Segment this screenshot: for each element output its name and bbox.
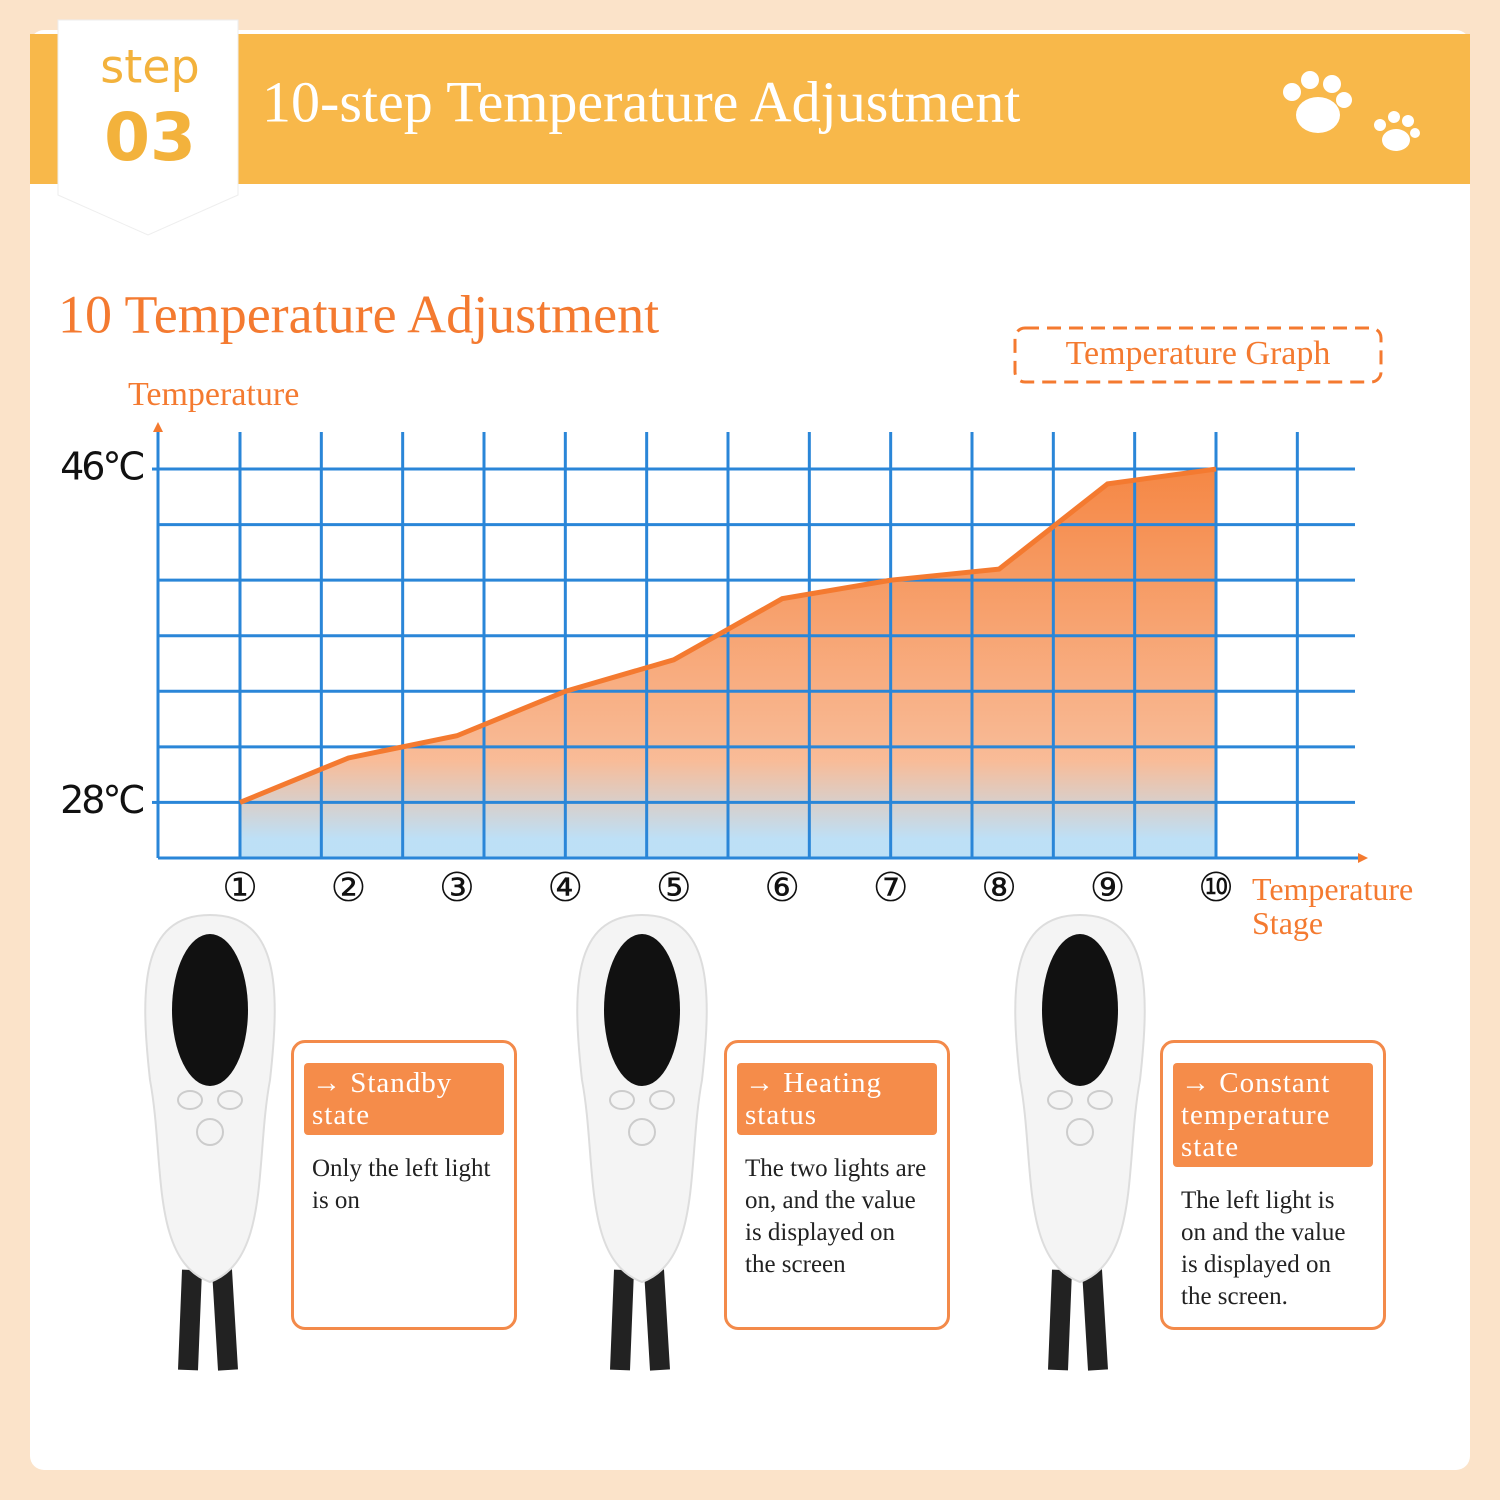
device-cable	[178, 1269, 238, 1371]
device-screen	[604, 934, 680, 1086]
x-tick-label: ⑩	[1198, 865, 1234, 911]
axis-arrow	[1358, 853, 1368, 863]
plot: 46°C 28°C ① ② ③ ④ ⑤ ⑥ ⑦ ⑧ ⑨ ⑩ Temperature Stage	[60, 422, 1413, 941]
x-tick-label: ⑨	[1090, 865, 1126, 911]
x-tick-label: ⑧	[981, 865, 1017, 911]
device-light	[609, 1090, 635, 1110]
y-tick-label: 46°C	[60, 445, 143, 489]
step-word: step	[100, 40, 200, 94]
state-text: The two lights are on, and the value is …	[745, 1155, 927, 1278]
state-title: → Standby state	[304, 1063, 504, 1135]
header-title: 10-step Temperature Adjustment	[262, 69, 1020, 134]
state-card: → Heating status The two lights are on, a…	[724, 1040, 950, 1330]
device-screen	[1042, 934, 1118, 1086]
device-button	[628, 1118, 656, 1146]
device-light	[1087, 1090, 1113, 1110]
device-button	[1066, 1118, 1094, 1146]
x-tick-label: ⑤	[656, 865, 692, 911]
chart-title: 10 Temperature Adjustment	[58, 284, 659, 344]
header-band	[30, 34, 1470, 184]
state-title: → Constant temperature state	[1173, 1063, 1373, 1167]
x-tick-label: ①	[222, 865, 258, 911]
x-tick-label: ⑥	[764, 865, 800, 911]
line	[239, 466, 1217, 805]
device-light	[177, 1090, 203, 1110]
annotation-box	[1013, 326, 1383, 384]
x-tick-label: ⑦	[873, 865, 909, 911]
x-tick-label: ③	[439, 865, 475, 911]
devices	[144, 913, 1146, 1371]
state-text: The left light is on and the value is di…	[1181, 1187, 1346, 1310]
y-tick-label: 28°C	[60, 778, 143, 822]
device-light	[649, 1090, 675, 1110]
y-axis-label: Temperature	[128, 376, 299, 413]
device-light	[1047, 1090, 1073, 1110]
annotation: Temperature Graph	[1066, 335, 1331, 372]
device-screen	[172, 934, 248, 1086]
state-card: → Constant temperature state The left lig…	[1160, 1040, 1386, 1330]
x-tick-label: ②	[331, 865, 367, 911]
x-axis-label: Temperature Stage	[1252, 871, 1413, 941]
step-badge	[57, 19, 239, 236]
paw-icon	[1283, 71, 1420, 151]
state-text: Only the left light is on	[312, 1155, 491, 1214]
device-light	[217, 1090, 243, 1110]
step-number: 03	[104, 99, 196, 176]
x-tick-label: ④	[547, 865, 583, 911]
axis-arrow	[153, 422, 163, 432]
device-cable	[610, 1269, 670, 1371]
device-cable	[1048, 1269, 1108, 1371]
device-button	[196, 1118, 224, 1146]
state-card: → Standby state Only the left light is on	[291, 1040, 517, 1330]
state-title: → Heating status	[737, 1063, 937, 1135]
